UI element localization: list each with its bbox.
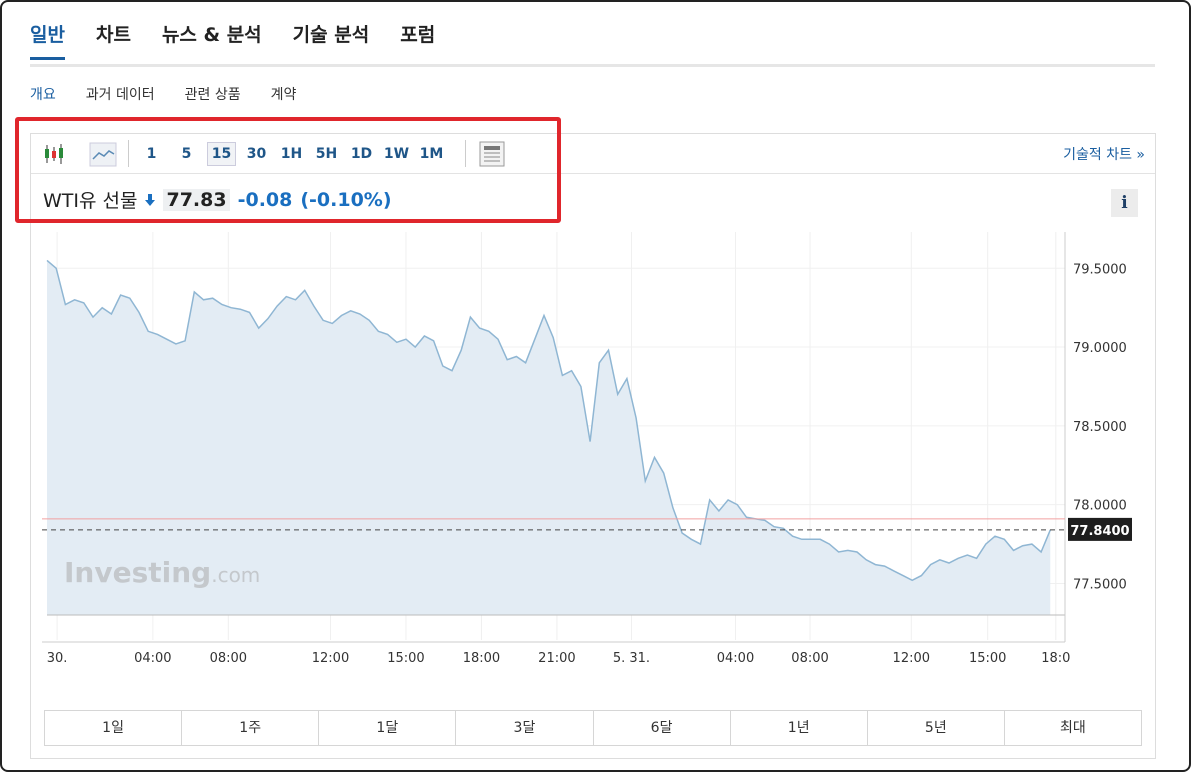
x-tick-label: 15:00 xyxy=(387,651,424,666)
highlight-box xyxy=(15,117,561,223)
separator xyxy=(128,140,129,167)
y-tick-label: 77.5000 xyxy=(1073,577,1127,592)
chart-type-icons[interactable] xyxy=(43,142,123,168)
range-button[interactable]: 1달 xyxy=(318,711,455,745)
interval-button[interactable]: 5H xyxy=(315,146,338,162)
interval-button[interactable]: 1 xyxy=(146,146,157,162)
chart-panel: 1 5 15 30 1H 5H 1D 1W 1M 기술적 차트 » WTI유 선물 77.83 … xyxy=(30,133,1156,759)
x-tick-label: 18:0 xyxy=(1041,651,1070,666)
x-tick-label: 12:00 xyxy=(312,651,349,666)
main-tab[interactable]: 차트 xyxy=(95,24,131,46)
price: 77.83 xyxy=(163,188,230,211)
separator xyxy=(465,140,466,167)
quote: WTI유 선물 77.83 -0.08 (-0.10%) xyxy=(43,186,392,213)
last-price-label: 77.8400 xyxy=(1070,524,1129,539)
x-tick-label: 21:00 xyxy=(538,651,575,666)
x-tick-label: 5. 31. xyxy=(613,651,650,666)
toolbar: 1 5 15 30 1H 5H 1D 1W 1M 기술적 차트 » xyxy=(31,134,1155,174)
sub-tab[interactable]: 계약 xyxy=(270,87,297,103)
sub-tabs: 개요 과거 데이터 관련 상품 계약 xyxy=(30,84,296,104)
x-tick-label: 15:00 xyxy=(969,651,1006,666)
x-tick-label: 18:00 xyxy=(463,651,500,666)
y-tick-label: 79.0000 xyxy=(1073,341,1127,356)
interval-button[interactable]: 15 xyxy=(207,142,236,166)
interval-button[interactable]: 1D xyxy=(350,146,373,162)
range-buttons: 1일 1주 1달 3달 6달 1년 5년 최대 xyxy=(44,710,1142,746)
y-tick-label: 78.5000 xyxy=(1073,420,1127,435)
y-tick-label: 79.5000 xyxy=(1073,262,1127,277)
main-tab[interactable]: 일반 xyxy=(30,20,65,60)
tab-divider xyxy=(30,64,1155,67)
instrument-name: WTI유 선물 xyxy=(43,190,138,212)
watermark: Investing.com xyxy=(64,556,260,589)
x-tick-label: 08:00 xyxy=(210,651,247,666)
x-tick-label: 04:00 xyxy=(717,651,754,666)
interval-button[interactable]: 5 xyxy=(181,146,192,162)
x-tick-label: 08:00 xyxy=(791,651,828,666)
range-button[interactable]: 3달 xyxy=(455,711,592,745)
last-price-box xyxy=(1068,517,1132,541)
watermark-brand: Investing xyxy=(64,556,211,589)
down-arrow xyxy=(145,193,156,206)
main-tab[interactable]: 기술 분석 xyxy=(292,24,370,46)
watermark-suffix: .com xyxy=(211,563,260,587)
range-button[interactable]: 5년 xyxy=(866,711,1004,745)
technical-chart-link[interactable]: 기술적 차트 » xyxy=(1063,147,1145,163)
x-tick-label: 12:00 xyxy=(893,651,930,666)
y-tick-label: 78.0000 xyxy=(1073,499,1127,514)
main-tab[interactable]: 뉴스 & 분석 xyxy=(161,24,262,46)
x-tick-label: 04:00 xyxy=(134,651,171,666)
interval-button[interactable]: 1H xyxy=(280,146,303,162)
range-button[interactable]: 최대 xyxy=(1003,711,1141,745)
table-icon[interactable] xyxy=(479,141,505,167)
interval-button[interactable]: 1M xyxy=(419,146,444,162)
price-line xyxy=(46,259,1051,582)
main-tab[interactable]: 포럼 xyxy=(400,24,436,46)
interval-button[interactable]: 30 xyxy=(246,146,267,162)
x-tick-label: 30. xyxy=(47,651,68,666)
change-percent: (-0.10%) xyxy=(300,188,392,211)
interval-button[interactable]: 1W xyxy=(383,146,410,162)
interval-buttons: 1 5 15 30 1H 5H 1D 1W 1M xyxy=(137,142,446,166)
main-tabs: 일반 차트 뉴스 & 분석 기술 분석 포럼 xyxy=(30,20,435,60)
sub-tab[interactable]: 개요 xyxy=(30,87,56,103)
range-button[interactable]: 6달 xyxy=(592,711,730,745)
change: -0.08 xyxy=(237,188,293,211)
area-fill xyxy=(47,260,1051,615)
sub-tab[interactable]: 관련 상품 xyxy=(184,87,241,103)
range-button[interactable]: 1년 xyxy=(729,711,867,745)
info-button[interactable]: i xyxy=(1111,189,1138,217)
sub-tab[interactable]: 과거 데이터 xyxy=(85,87,155,103)
range-button[interactable]: 1주 xyxy=(181,711,318,745)
range-button[interactable]: 1일 xyxy=(102,720,124,736)
